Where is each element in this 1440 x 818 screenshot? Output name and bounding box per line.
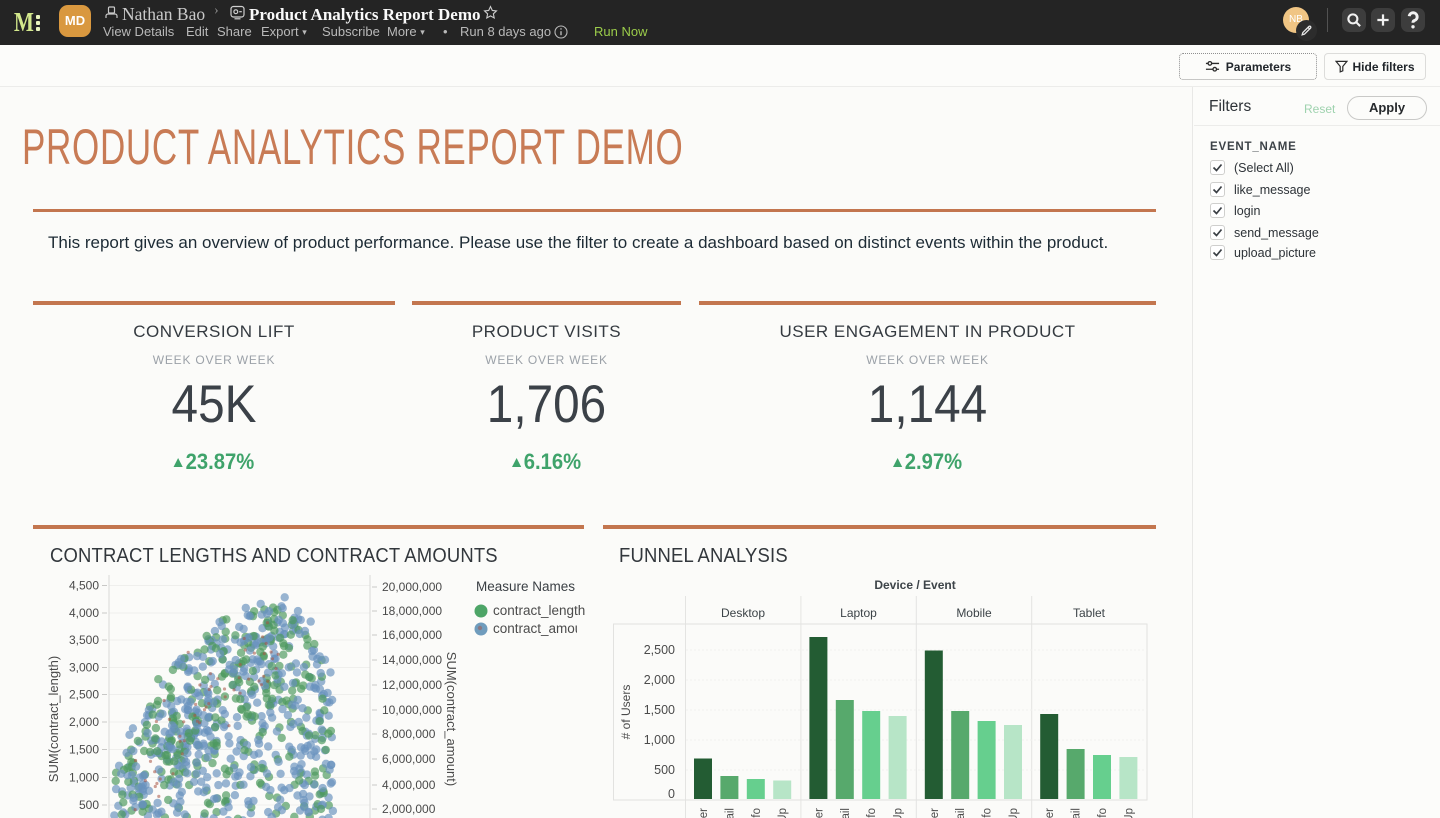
svg-text:Register: Register <box>929 808 941 818</box>
svg-text:6,000,000: 6,000,000 <box>382 752 436 766</box>
svg-text:2,000: 2,000 <box>644 673 675 687</box>
svg-text:2,000,000: 2,000,000 <box>382 802 436 816</box>
svg-text:2,500: 2,500 <box>644 643 675 657</box>
svg-text:Device / Event: Device / Event <box>874 578 955 592</box>
svg-text:Signed Up: Signed Up <box>1008 808 1020 818</box>
svg-text:4,000: 4,000 <box>69 606 99 620</box>
svg-text:10,000,000: 10,000,000 <box>382 703 442 717</box>
svg-text:0: 0 <box>668 787 675 801</box>
svg-text:Tablet: Tablet <box>1073 606 1106 620</box>
svg-text:8,000,000: 8,000,000 <box>382 727 436 741</box>
svg-text:16,000,000: 16,000,000 <box>382 628 442 642</box>
svg-text:3,000: 3,000 <box>69 661 99 675</box>
svg-text:Measure Names: Measure Names <box>476 579 575 594</box>
svg-text:4,000,000: 4,000,000 <box>382 778 436 792</box>
svg-text:1,500: 1,500 <box>69 743 99 757</box>
svg-text:Desktop: Desktop <box>721 606 765 620</box>
svg-text:SUM(contract_amount): SUM(contract_amount) <box>444 652 459 786</box>
svg-text:Email: Email <box>840 808 852 818</box>
svg-text:Email: Email <box>724 808 736 818</box>
svg-text:2,000: 2,000 <box>69 715 99 729</box>
svg-text:Info: Info <box>982 808 994 818</box>
svg-text:SUM(contract_length): SUM(contract_length) <box>46 656 61 782</box>
svg-text:Signed Up: Signed Up <box>1123 808 1135 818</box>
svg-text:# of Users: # of Users <box>619 685 633 740</box>
svg-text:Email: Email <box>955 808 967 818</box>
svg-text:500: 500 <box>654 763 675 777</box>
svg-text:500: 500 <box>79 798 99 812</box>
svg-text:1,000: 1,000 <box>644 733 675 747</box>
svg-text:3,500: 3,500 <box>69 633 99 647</box>
svg-text:12,000,000: 12,000,000 <box>382 678 442 692</box>
svg-text:Laptop: Laptop <box>840 606 877 620</box>
svg-text:contract_amount: contract_amount <box>493 621 594 636</box>
svg-text:20,000,000: 20,000,000 <box>382 580 442 594</box>
svg-text:Email: Email <box>1071 808 1083 818</box>
svg-text:Signed Up: Signed Up <box>777 808 789 818</box>
svg-text:Register: Register <box>1044 808 1056 818</box>
svg-text:Info: Info <box>751 808 763 818</box>
svg-text:1,000: 1,000 <box>69 771 99 785</box>
svg-text:14,000,000: 14,000,000 <box>382 653 442 667</box>
svg-text:2,500: 2,500 <box>69 688 99 702</box>
svg-text:contract_length: contract_length <box>493 603 585 618</box>
svg-text:Signed Up: Signed Up <box>893 808 905 818</box>
svg-text:Info: Info <box>866 808 878 818</box>
svg-text:Info: Info <box>1097 808 1109 818</box>
svg-text:Mobile: Mobile <box>956 606 992 620</box>
svg-text:18,000,000: 18,000,000 <box>382 604 442 618</box>
svg-text:Register: Register <box>813 808 825 818</box>
svg-text:4,500: 4,500 <box>69 579 99 593</box>
svg-text:1,500: 1,500 <box>644 703 675 717</box>
svg-text:Register: Register <box>698 808 710 818</box>
